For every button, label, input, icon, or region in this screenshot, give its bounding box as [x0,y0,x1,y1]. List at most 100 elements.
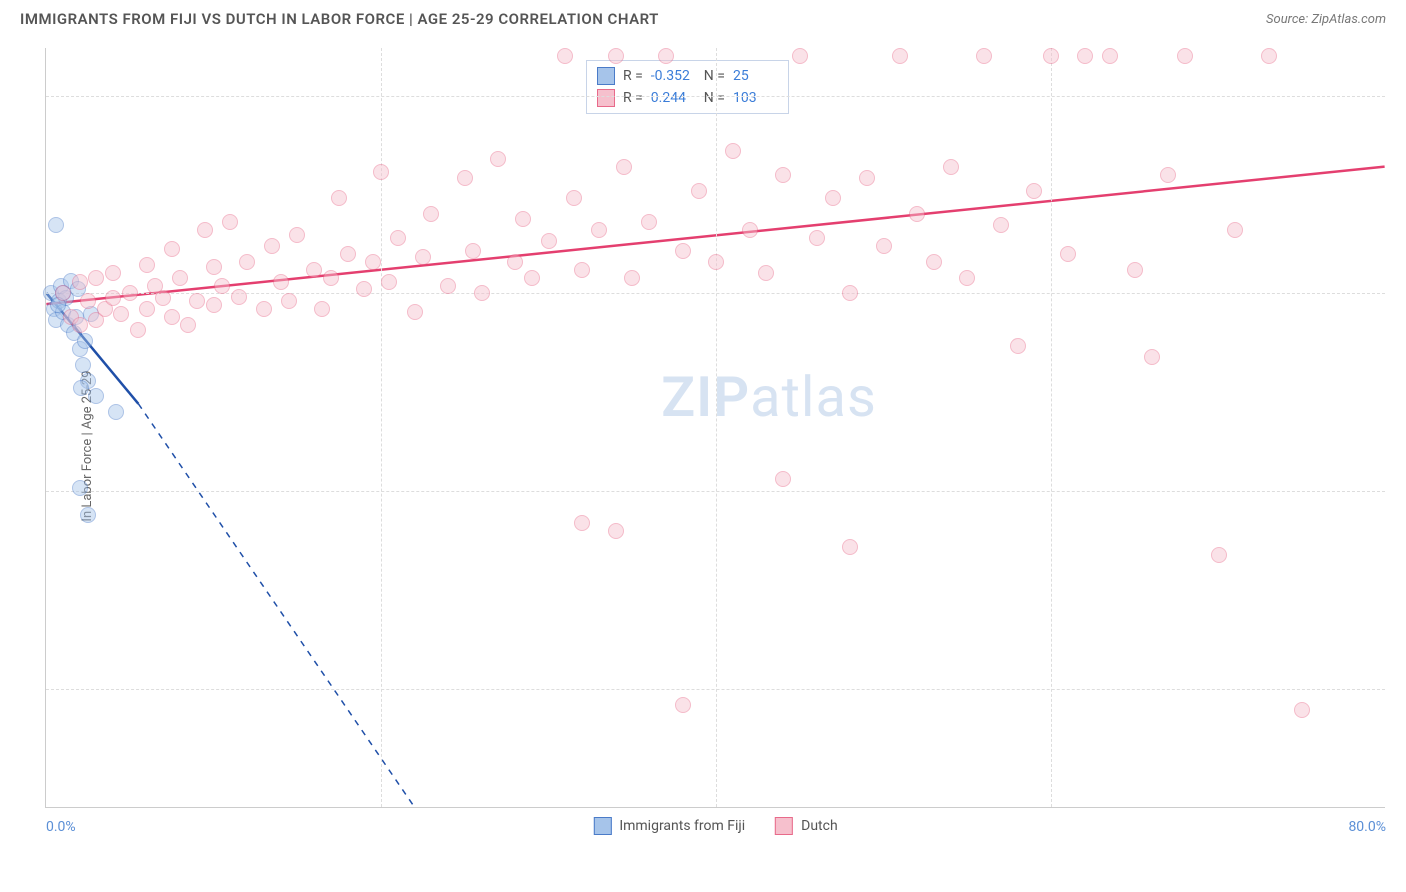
data-point [1043,48,1059,64]
gridline [1051,48,1052,807]
data-point [256,301,272,317]
data-point [909,206,925,222]
data-point [122,285,138,301]
data-point [641,214,657,230]
data-point [457,170,473,186]
data-point [130,322,146,338]
data-point [139,301,155,317]
data-point [281,293,297,309]
data-point [440,278,456,294]
data-point [75,357,91,373]
data-point [273,274,289,290]
data-point [658,48,674,64]
data-point [507,254,523,270]
data-point [189,293,205,309]
data-point [1060,246,1076,262]
y-tick-label: 100.0% [1395,88,1406,104]
data-point [792,48,808,64]
data-point [72,480,88,496]
data-point [72,317,88,333]
data-point [1211,547,1227,563]
data-point [541,233,557,249]
watermark: ZIPatlas [661,364,877,430]
data-point [88,270,104,286]
legend-item: Immigrants from Fiji [593,817,745,835]
data-point [1127,262,1143,278]
data-point [231,289,247,305]
swatch-icon [593,817,611,835]
data-point [239,254,255,270]
data-point [524,270,540,286]
data-point [825,190,841,206]
data-point [105,265,121,281]
swatch-icon [775,817,793,835]
data-point [306,262,322,278]
data-point [214,278,230,294]
correlation-legend-row: R = 0.244 N = 103 [597,87,778,109]
data-point [155,290,171,306]
data-point [1010,338,1026,354]
data-point [88,388,104,404]
data-point [356,281,372,297]
data-point [465,243,481,259]
x-tick-label: 80.0% [1348,819,1386,835]
data-point [164,241,180,257]
data-point [172,270,188,286]
data-point [616,159,632,175]
data-point [390,230,406,246]
data-point [591,222,607,238]
data-point [566,190,582,206]
swatch-icon [597,67,615,85]
data-point [1026,183,1042,199]
data-point [48,217,64,233]
gridline [716,48,717,807]
data-point [222,214,238,230]
data-point [423,206,439,222]
data-point [206,297,222,313]
data-point [1102,48,1118,64]
data-point [105,290,121,306]
data-point [1294,702,1310,718]
y-tick-label: 75.0% [1395,483,1406,499]
data-point [1077,48,1093,64]
correlation-legend: R = -0.352 N = 25 R = 0.244 N = 103 [586,60,789,114]
y-tick-label: 87.5% [1395,285,1406,301]
data-point [557,48,573,64]
data-point [407,304,423,320]
y-tick-label: 62.5% [1395,681,1406,697]
data-point [415,249,431,265]
chart-title: IMMIGRANTS FROM FIJI VS DUTCH IN LABOR F… [20,10,659,28]
data-point [373,164,389,180]
chart-header: IMMIGRANTS FROM FIJI VS DUTCH IN LABOR F… [0,0,1406,36]
data-point [490,151,506,167]
data-point [73,380,89,396]
data-point [113,306,129,322]
data-point [1261,48,1277,64]
data-point [775,167,791,183]
data-point [574,515,590,531]
data-point [675,243,691,259]
data-point [708,254,724,270]
chart-source: Source: ZipAtlas.com [1266,12,1386,27]
data-point [515,211,531,227]
data-point [474,285,490,301]
data-point [809,230,825,246]
data-point [959,270,975,286]
data-point [77,333,93,349]
data-point [381,274,397,290]
series-legend: Immigrants from Fiji Dutch [593,817,837,835]
data-point [164,309,180,325]
data-point [691,183,707,199]
x-tick-label: 0.0% [46,819,76,835]
data-point [943,159,959,175]
data-point [108,404,124,420]
gridline [381,48,382,807]
data-point [1227,222,1243,238]
data-point [892,48,908,64]
data-point [574,262,590,278]
data-point [842,285,858,301]
data-point [80,507,96,523]
data-point [340,246,356,262]
data-point [289,227,305,243]
data-point [80,293,96,309]
